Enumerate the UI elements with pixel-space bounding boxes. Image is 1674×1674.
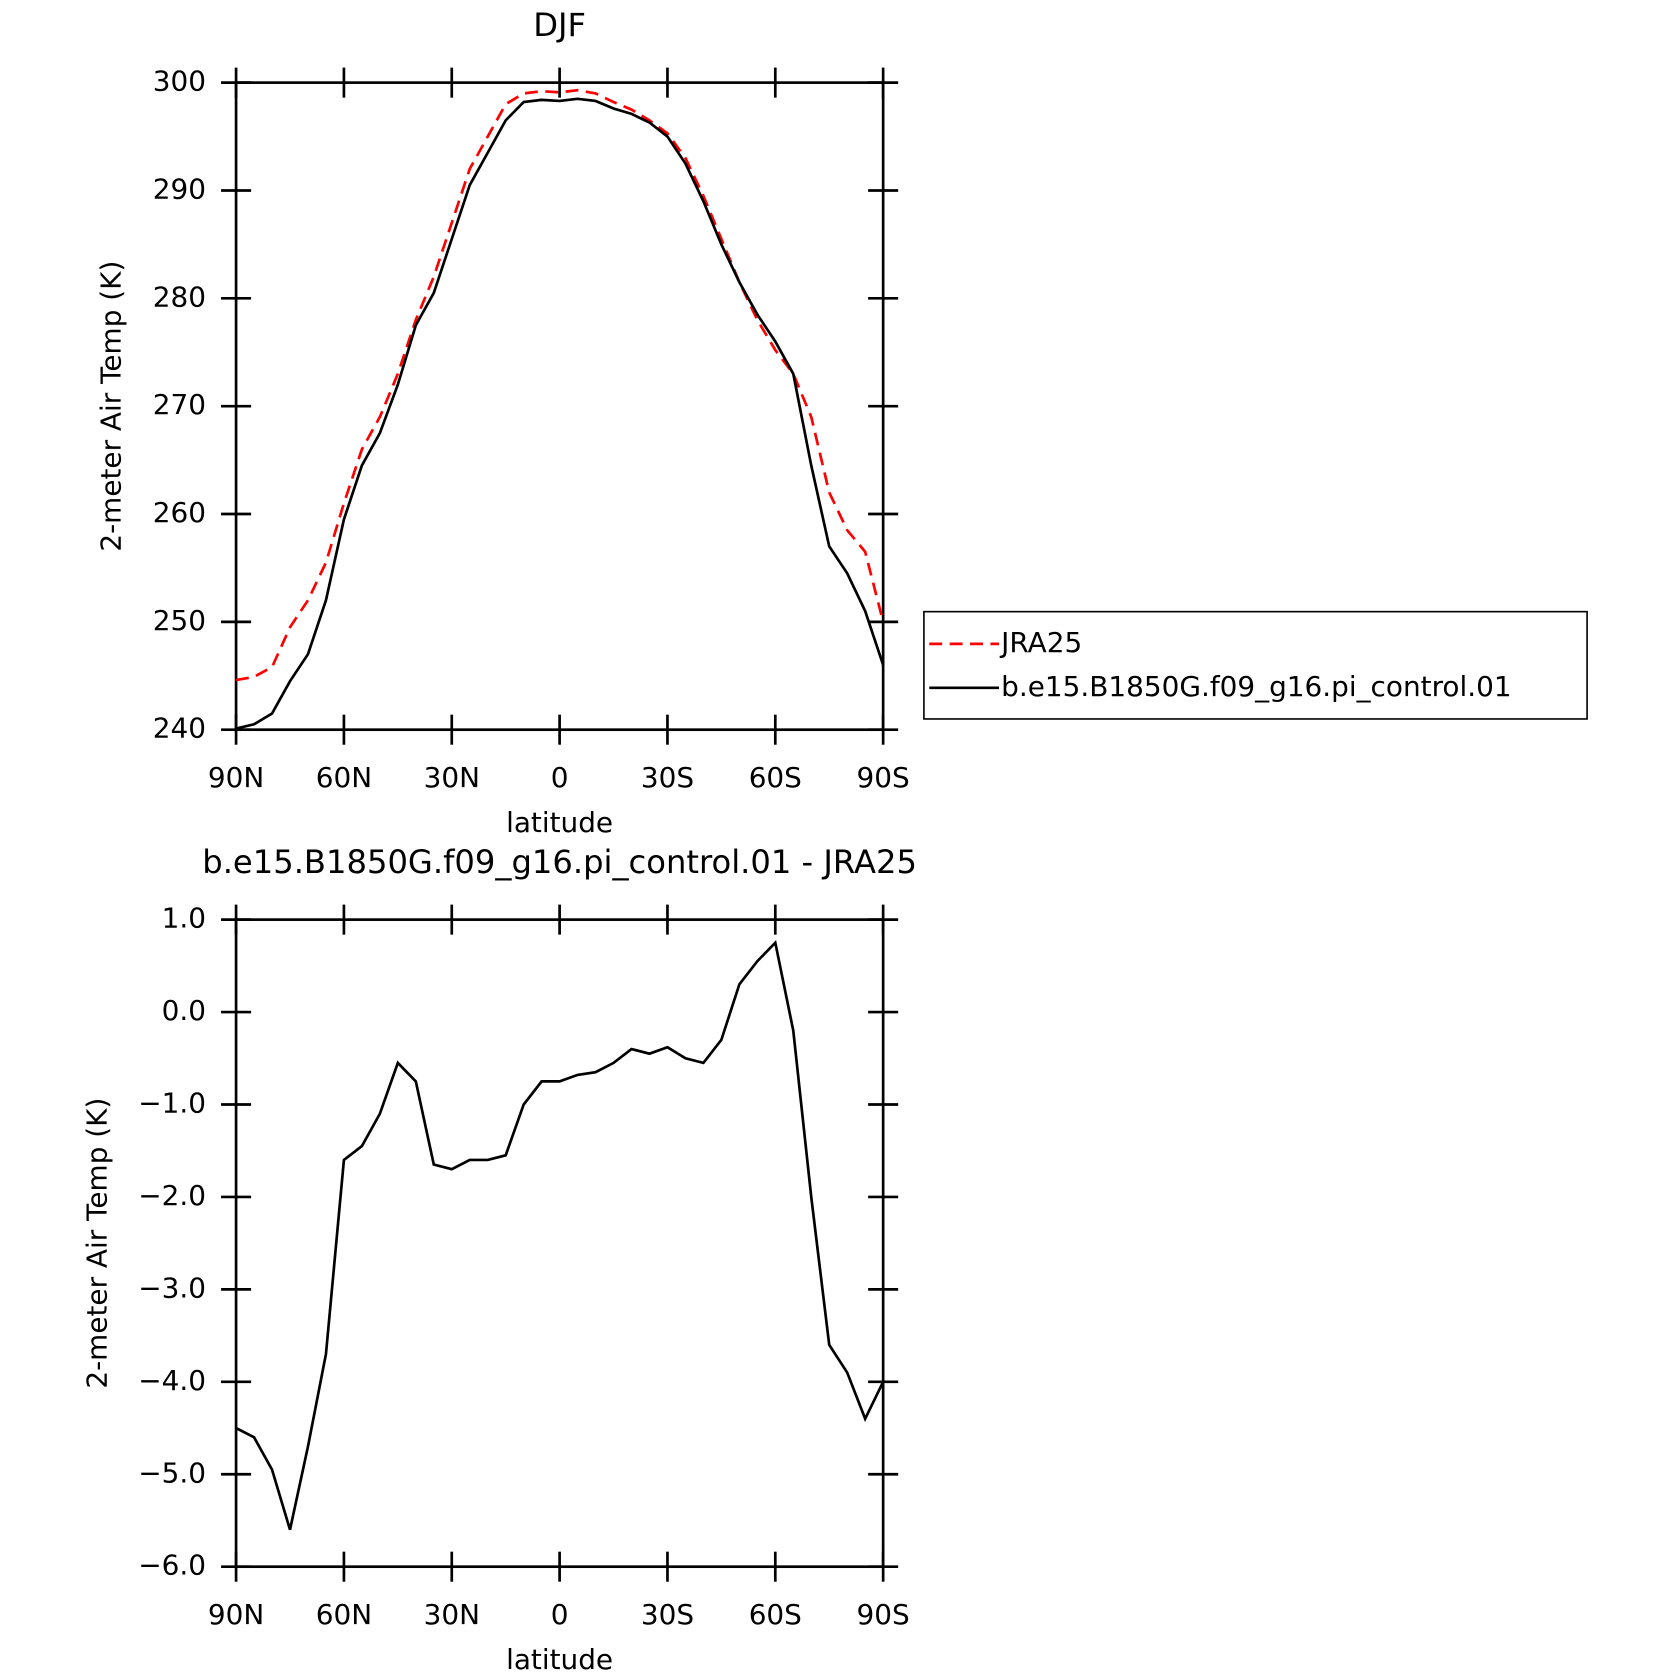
legend-label: b.e15.B1850G.f09_g16.pi_control.01 — [1001, 670, 1511, 703]
x-tick-label: 60N — [316, 1598, 372, 1631]
y-tick-label: 290 — [153, 172, 206, 205]
x-tick-label: 30N — [424, 1598, 480, 1631]
legend-label: JRA25 — [999, 626, 1082, 659]
y-tick-label: 280 — [153, 280, 206, 313]
x-tick-label: 90N — [208, 761, 264, 794]
y-tick-label: −1.0 — [138, 1087, 206, 1120]
y-tick-label: 300 — [153, 65, 206, 98]
x-axis-label: latitude — [506, 1643, 613, 1674]
data-line — [235, 97, 885, 730]
x-tick-label: 90N — [208, 1598, 264, 1631]
y-axis-label: 2-meter Air Temp (K) — [81, 1098, 114, 1389]
y-tick-label: 1.0 — [162, 902, 206, 935]
x-tick-label: 30N — [424, 761, 480, 794]
legend-box — [923, 610, 1588, 720]
y-tick-label: −4.0 — [138, 1364, 206, 1397]
y-tick-label: 0.0 — [162, 994, 206, 1027]
x-axis-label: latitude — [506, 806, 613, 839]
plot-frame — [234, 81, 885, 732]
y-tick-label: −6.0 — [138, 1549, 206, 1582]
plot-frame — [234, 918, 885, 1569]
y-tick-label: 250 — [153, 604, 206, 637]
x-tick-label: 30S — [641, 1598, 694, 1631]
y-tick-label: −3.0 — [138, 1271, 206, 1304]
x-tick-label: 90S — [857, 761, 910, 794]
x-tick-label: 30S — [641, 761, 694, 794]
y-axis-label: 2-meter Air Temp (K) — [95, 261, 128, 552]
data-line — [235, 88, 885, 682]
x-tick-label: 60N — [316, 761, 372, 794]
x-tick-label: 60S — [749, 1598, 802, 1631]
y-tick-label: 240 — [153, 712, 206, 745]
y-tick-label: 260 — [153, 496, 206, 529]
chart-title: b.e15.B1850G.f09_g16.pi_control.01 - JRA… — [202, 843, 917, 881]
x-tick-label: 90S — [857, 1598, 910, 1631]
x-tick-label: 0 — [551, 1598, 569, 1631]
x-tick-label: 0 — [551, 761, 569, 794]
y-tick-label: −2.0 — [138, 1179, 206, 1212]
x-tick-label: 60S — [749, 761, 802, 794]
y-tick-label: −5.0 — [138, 1456, 206, 1489]
chart-title: DJF — [533, 6, 586, 44]
data-line — [235, 939, 885, 1531]
y-tick-label: 270 — [153, 388, 206, 421]
